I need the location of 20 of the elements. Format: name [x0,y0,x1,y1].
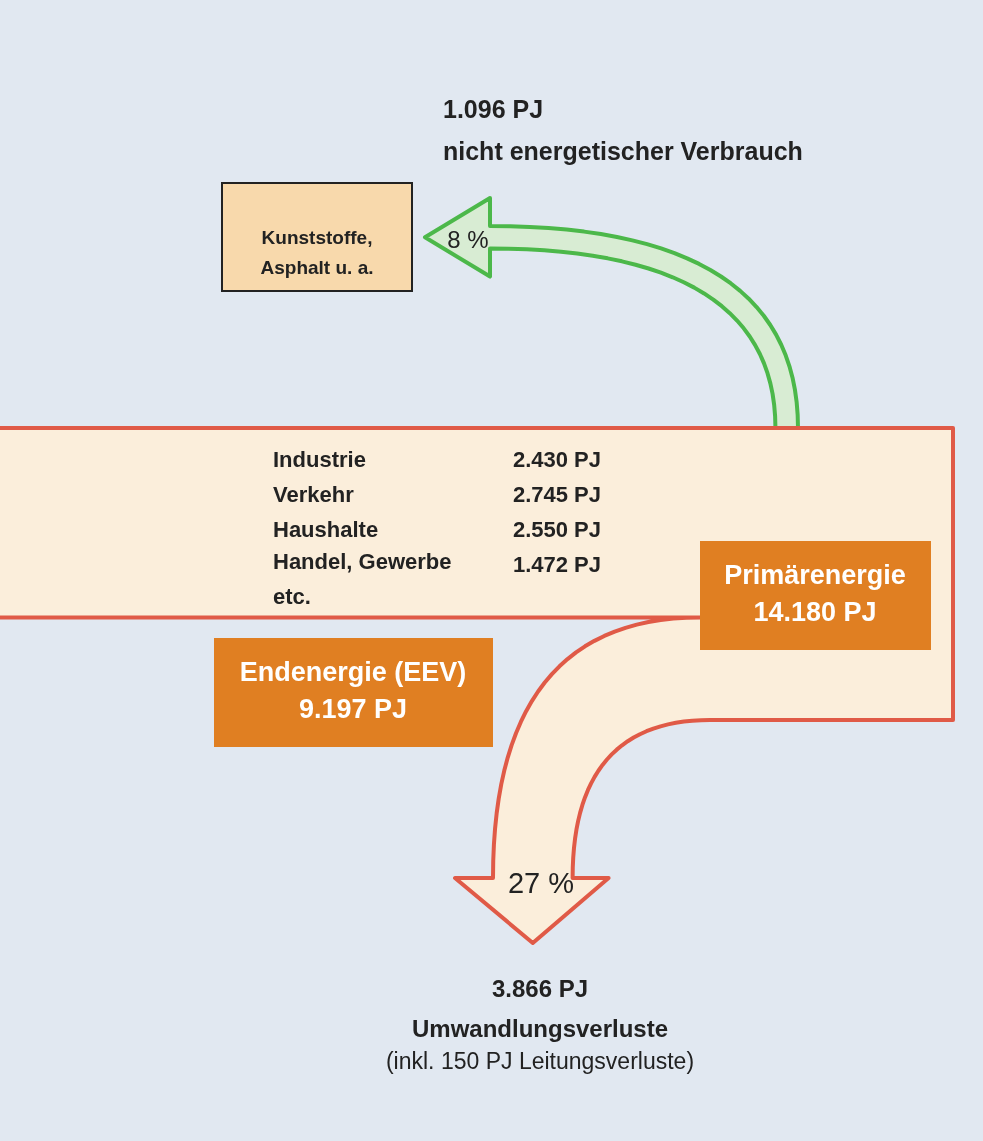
data-label: 3.866 PJ [491,975,589,1002]
data-label: 9.197 PJ [298,694,408,724]
category-label: Primärenergie [724,560,906,590]
text: 1.472 PJ [512,552,601,577]
data-label: 1.096 PJ [443,95,544,123]
text: 2.550 PJ [512,517,601,542]
category-label: nicht energetischer Verbrauch [443,137,803,165]
category-label: Endenergie (EEV) [239,657,467,687]
text: Kunststoffe, Asphalt u. a. [260,227,374,278]
text: 8 % [447,226,489,253]
text: (inkl. 150 PJ Leitungsverluste) [385,1048,695,1074]
data-label: 14.180 PJ [753,597,877,627]
text: 27 % [507,867,575,899]
category-label: Umwandlungsverluste [411,1015,669,1042]
text: Verkehr [273,482,355,507]
text: 2.745 PJ [512,482,601,507]
text: 2.430 PJ [512,447,601,472]
text: Haushalte [273,517,379,542]
text: Handel, Gewerbe etc. [273,549,452,609]
text: Industrie [273,447,366,472]
